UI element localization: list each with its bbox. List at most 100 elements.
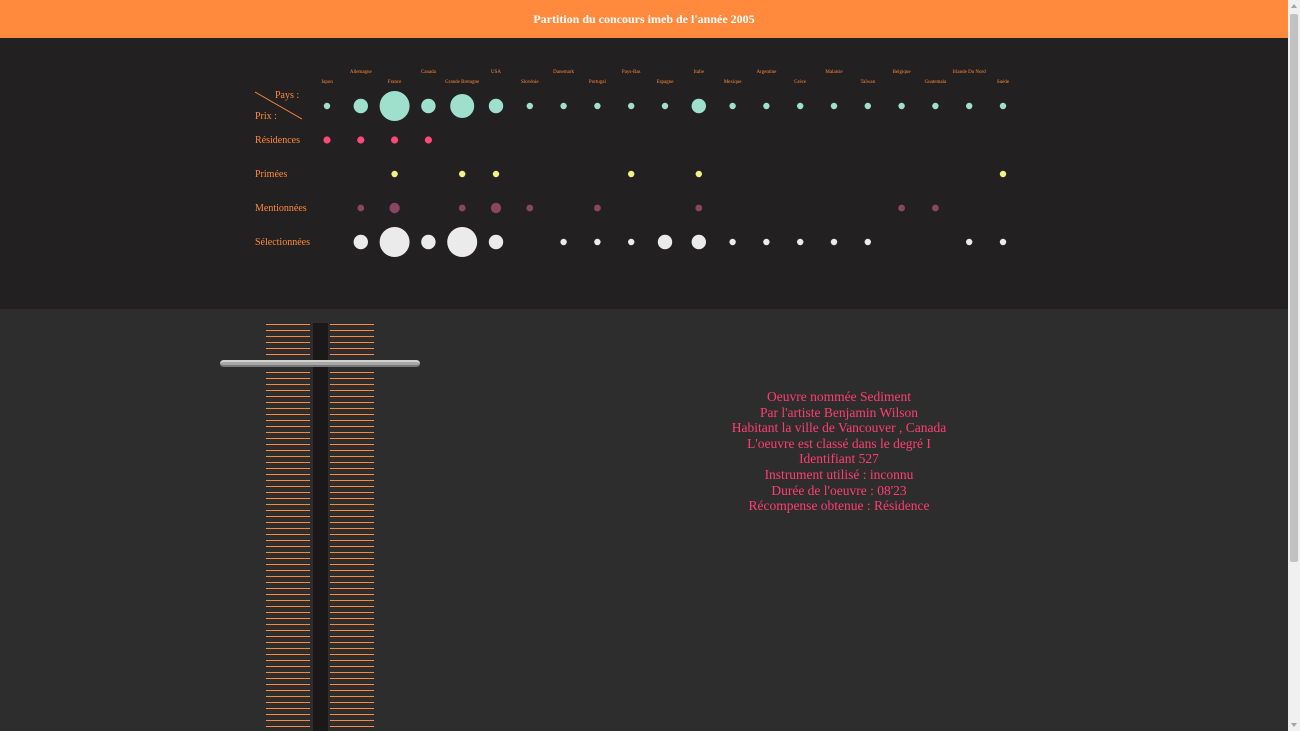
primees-dot[interactable] — [492, 170, 500, 178]
fader-handle[interactable] — [220, 359, 420, 367]
country-dot[interactable] — [763, 102, 770, 110]
selectionnees-dot[interactable] — [379, 227, 410, 257]
page-title: Partition du concours imeb de l'année 20… — [533, 12, 755, 26]
row-label-residences: Résidences — [255, 135, 300, 146]
fader-scale-left — [266, 324, 310, 731]
country-dot[interactable] — [450, 94, 475, 118]
row-label-primees: Primées — [255, 169, 288, 180]
selectionnees-dot[interactable] — [691, 234, 706, 250]
country-label: Espagne — [656, 80, 674, 85]
work-info-line: Durée de l'oeuvre : 08'23 — [771, 482, 907, 498]
country-label: Danemark — [553, 70, 575, 75]
country-dot[interactable] — [966, 102, 973, 110]
country-dot[interactable] — [628, 102, 635, 110]
country-dot[interactable] — [864, 102, 871, 110]
mentionnees-dot[interactable] — [932, 204, 939, 212]
country-dot[interactable] — [526, 102, 533, 110]
selectionnees-dot[interactable] — [628, 238, 635, 246]
country-label: Argentine — [756, 70, 777, 75]
mentionnees-dot[interactable] — [357, 204, 365, 212]
page-header: Partition du concours imeb de l'année 20… — [0, 0, 1288, 38]
mentionnees-dot[interactable] — [695, 204, 703, 212]
country-dot[interactable] — [691, 98, 706, 114]
work-info-line: Instrument utilisé : inconnu — [764, 466, 914, 482]
country-dot[interactable] — [999, 102, 1007, 110]
work-info-line: L'oeuvre est classé dans le degré I — [747, 435, 931, 451]
work-info-line: Par l'artiste Benjamin Wilson — [760, 404, 918, 420]
country-label: Irlande Du Nord — [952, 70, 986, 75]
scroll-down-arrow-icon[interactable] — [1291, 723, 1297, 727]
residences-dot[interactable] — [323, 136, 331, 144]
selectionnees-dot[interactable] — [797, 238, 804, 246]
mentionnees-dot[interactable] — [389, 202, 400, 214]
selectionnees-dot[interactable] — [447, 227, 478, 257]
country-dot[interactable] — [932, 102, 939, 110]
mentionnees-dot[interactable] — [458, 204, 466, 212]
selectionnees-dot[interactable] — [830, 238, 838, 246]
mentionnees-dot[interactable] — [594, 204, 601, 212]
country-dot[interactable] — [323, 102, 331, 110]
work-info-line: Habitant la ville de Vancouver , Canada — [731, 420, 947, 436]
primees-dot[interactable] — [695, 170, 702, 178]
row-label-mentionnees: Mentionnées — [255, 203, 307, 214]
country-label: France — [387, 80, 402, 85]
fader-scale-right — [330, 324, 374, 731]
selectionnees-dot[interactable] — [999, 238, 1007, 246]
work-info-line: Identifiant 527 — [799, 451, 879, 467]
country-dot[interactable] — [661, 102, 669, 110]
primees-dot[interactable] — [459, 170, 466, 178]
residences-dot[interactable] — [424, 136, 432, 144]
country-label: Canada — [420, 70, 436, 75]
scroll-up-arrow-icon[interactable] — [1291, 4, 1297, 8]
selectionnees-dot[interactable] — [657, 234, 673, 250]
fader-track[interactable] — [313, 323, 328, 731]
selectionnees-dot[interactable] — [421, 234, 436, 250]
country-label: USA — [490, 70, 502, 75]
work-info-line: Oeuvre nommée Sediment — [767, 389, 911, 404]
corner-label-pays: Pays : — [275, 90, 300, 101]
country-label: Suède — [996, 80, 1010, 85]
selectionnees-dot[interactable] — [560, 238, 567, 246]
selectionnees-dot[interactable] — [594, 238, 601, 246]
selectionnees-dot[interactable] — [729, 238, 736, 246]
selectionnees-dot[interactable] — [488, 234, 504, 250]
country-dot[interactable] — [594, 102, 601, 110]
mentionnees-dot[interactable] — [526, 204, 534, 212]
player-panel: Oeuvre nommée Sediment Par l'artiste Benj… — [0, 309, 1288, 731]
mentionnees-dot[interactable] — [490, 202, 502, 214]
country-dot[interactable] — [379, 91, 410, 121]
country-label: Slovénie — [521, 80, 539, 85]
country-dot[interactable] — [830, 102, 838, 110]
country-dot[interactable] — [797, 102, 804, 110]
selectionnees-dot[interactable] — [864, 238, 871, 246]
country-label: Grèce — [794, 80, 807, 85]
country-label: Guatemala — [924, 80, 947, 85]
country-label: Taïwan — [860, 80, 876, 85]
primees-dot[interactable] — [999, 170, 1007, 178]
residences-dot[interactable] — [391, 136, 399, 144]
country-label: Belgique — [892, 70, 911, 75]
primees-dot[interactable] — [628, 170, 635, 178]
residences-dot[interactable] — [357, 136, 365, 144]
country-dot[interactable] — [421, 98, 436, 114]
country-label: Mexique — [723, 80, 742, 85]
selectionnees-dot[interactable] — [353, 234, 368, 250]
country-dot[interactable] — [898, 102, 905, 110]
selectionnees-dot[interactable] — [763, 238, 770, 246]
country-dot[interactable] — [560, 102, 567, 110]
country-dot[interactable] — [729, 102, 736, 110]
row-label-selectionnees: Sélectionnées — [255, 237, 310, 248]
selectionnees-dot[interactable] — [966, 238, 973, 246]
scrollbar-thumb[interactable] — [1290, 14, 1298, 562]
country-label: Japon — [321, 80, 333, 85]
country-label: Italie — [693, 70, 704, 75]
country-dot[interactable] — [353, 98, 368, 114]
mentionnees-dot[interactable] — [898, 204, 905, 212]
score-chart — [254, 91, 1007, 257]
vertical-scrollbar[interactable] — [1288, 0, 1300, 731]
score-panel: Japon Allemagne France Canada Grande Bretagn… — [0, 38, 1288, 309]
country-label: Portugal — [588, 80, 606, 85]
country-dot[interactable] — [488, 98, 504, 114]
country-label: Malaisie — [825, 70, 843, 75]
primees-dot[interactable] — [391, 170, 398, 178]
